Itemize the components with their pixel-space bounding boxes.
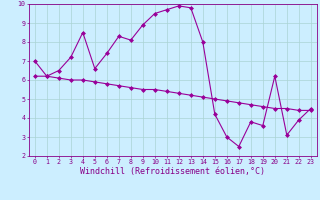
X-axis label: Windchill (Refroidissement éolien,°C): Windchill (Refroidissement éolien,°C) bbox=[80, 167, 265, 176]
